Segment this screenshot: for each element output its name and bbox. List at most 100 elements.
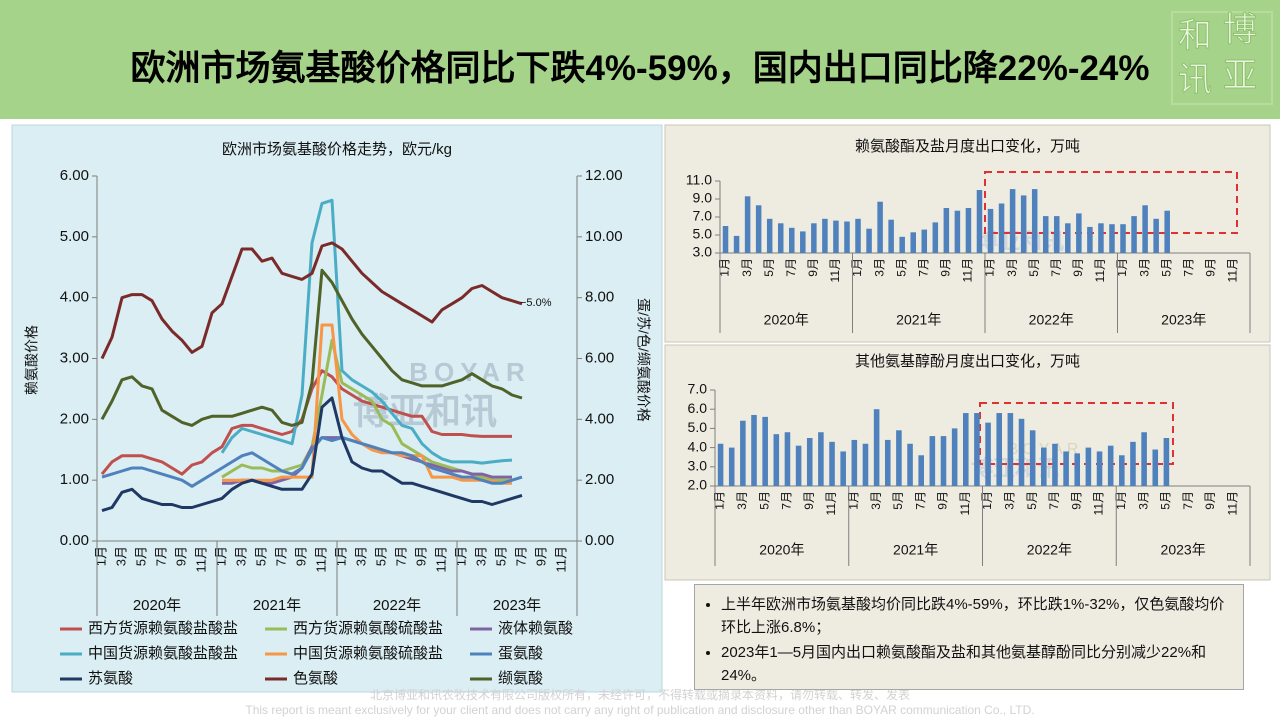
bar [762,416,768,486]
x-tick-label: 3月 [473,546,488,566]
logo-frame [1171,11,1273,105]
annotation: −5.0% [520,297,552,309]
bar [940,436,947,486]
y-tick-label: 7.0 [688,381,708,397]
chart-title: 欧洲市场氨基酸价格走势，欧元/kg [222,141,452,158]
bar [728,447,735,486]
year-label: 2020年 [759,542,804,558]
bar [840,451,846,486]
bar [929,436,936,486]
x-tick-label: 9月 [173,546,188,566]
x-tick-label: 9月 [939,258,953,277]
x-tick-label: 11月 [1093,258,1107,282]
y-tick-label: 11.0 [686,172,712,188]
x-tick-label: 11月 [824,491,838,515]
y-tick-label: 9.0 [693,190,713,206]
year-label: 2020年 [133,597,181,614]
x-tick-label: 5月 [253,546,268,566]
bar [1107,445,1114,486]
x-tick-label: 1月 [850,258,864,277]
logo-char: 讯 [1178,61,1212,99]
y-tick-label: 4.00 [60,289,89,306]
x-tick-label: 3月 [1005,258,1019,277]
x-tick-label: 1月 [980,491,994,510]
series-line [100,268,523,427]
logo-char: 博 [1223,11,1257,49]
bar [974,413,980,486]
y-tick-label: 8.00 [585,289,614,306]
x-tick-label: 1月 [453,546,468,566]
bar [1120,224,1126,253]
bar [1131,216,1137,253]
year-label: 2022年 [1029,312,1074,328]
x-tick-label: 7月 [784,258,798,277]
y-tick-label: 0.00 [60,532,89,549]
y-tick-label: 1.00 [60,471,89,488]
x-tick-label: 9月 [802,491,816,510]
bar [1052,443,1058,486]
y-tick-label: 4.0 [688,438,708,454]
bar [777,223,784,253]
x-tick-label: 11月 [193,546,208,573]
bar [766,218,773,253]
x-tick-label: 7月 [393,546,408,566]
x-tick-label: 3月 [113,546,128,566]
bar [822,218,828,253]
x-tick-label: 3月 [1003,491,1017,510]
x-tick-label: 7月 [1047,491,1061,510]
bar [1098,223,1104,253]
bar [1152,449,1159,486]
bar [1029,430,1036,486]
x-tick-label: 3月 [353,546,368,566]
bar [800,231,806,253]
year-label: 2022年 [373,597,421,614]
bar [896,430,902,486]
y-tick-label: 3.0 [693,244,713,260]
bar [1076,213,1082,253]
x-tick-label: 7月 [153,546,168,566]
x-tick-label: 3月 [1136,491,1150,510]
x-tick-label: 3月 [735,491,749,510]
bar [818,432,824,486]
x-tick-label: 9月 [533,546,548,566]
x-tick-label: 7月 [913,491,927,510]
x-tick-label: 1月 [713,491,727,510]
bar [1096,451,1103,486]
x-tick-label: 9月 [293,546,308,566]
x-tick-label: 3月 [869,491,883,510]
bar [1109,224,1115,253]
x-tick-label: 11月 [433,546,448,573]
year-label: 2022年 [1027,542,1072,558]
bar [1041,447,1047,486]
bar [1130,441,1136,486]
bar [907,443,913,486]
x-tick-label: 1月 [1115,258,1129,277]
bar [1163,438,1170,486]
x-tick-label: 1月 [718,258,732,277]
bar [1074,453,1081,486]
y-tick-label: 3.00 [60,349,89,366]
x-tick-label: 9月 [1204,258,1218,277]
y-tick-label: 5.00 [60,228,89,245]
bar [998,203,1005,253]
series-line [101,396,523,513]
y-tick-label: 0.00 [585,532,614,549]
bar [1141,432,1147,486]
bar [976,190,983,253]
year-label: 2021年 [253,597,301,614]
bar [985,422,991,486]
x-tick-label: 11月 [313,546,328,573]
x-tick-label: 3月 [1137,258,1151,277]
chart-title: 赖氨酸酯及盐月度出口变化，万吨 [855,138,1080,155]
y-tick-label: 6.00 [585,349,614,366]
x-tick-label: 9月 [1069,491,1083,510]
x-tick-label: 7月 [273,546,288,566]
x-tick-label: 7月 [1049,258,1063,277]
legend-label: 西方货源赖氨酸硫酸盐 [293,620,443,637]
bar [1142,205,1148,253]
x-tick-label: 7月 [1181,258,1195,277]
legend-label: 中国货源赖氨酸盐酸盐 [88,645,238,662]
x-tick-label: 5月 [1025,491,1039,510]
bar [1119,455,1125,486]
